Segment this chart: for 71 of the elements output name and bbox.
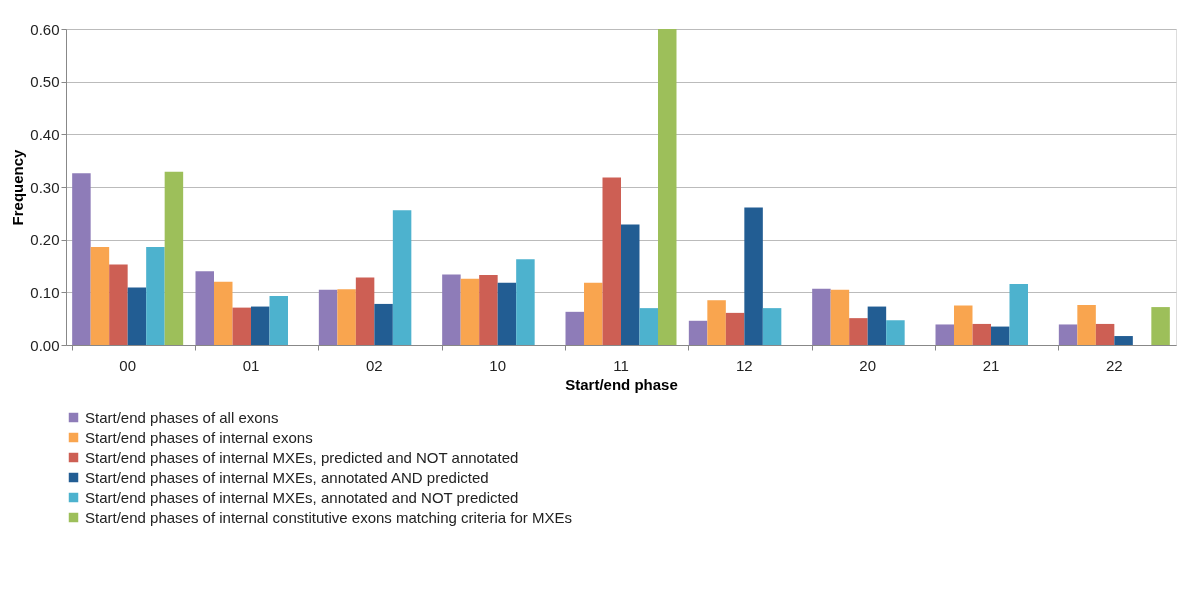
bar — [164, 171, 184, 345]
bar — [812, 288, 831, 345]
bar — [762, 308, 782, 345]
x-tick-label: 10 — [489, 356, 507, 374]
x-tick-label: 11 — [613, 356, 629, 374]
x-axis-title: Start/end phase — [565, 375, 678, 393]
bar — [991, 326, 1010, 345]
y-tick-label: 0.20 — [30, 231, 60, 249]
bar — [849, 318, 868, 345]
y-tick-label: 0.40 — [30, 125, 60, 143]
y-tick-label: 0.10 — [30, 283, 60, 301]
x-tick-label: 12 — [735, 356, 753, 374]
x-tick-label: 21 — [982, 356, 1000, 374]
x-tick-label: 20 — [859, 356, 877, 374]
bar — [232, 307, 251, 345]
y-tick-label: 0.30 — [30, 178, 60, 196]
bar — [318, 289, 338, 345]
x-tick-label: 02 — [365, 356, 383, 374]
bar — [688, 320, 708, 345]
bar — [954, 305, 973, 345]
bar — [602, 177, 621, 345]
bar — [725, 312, 745, 345]
legend-label: Start/end phases of internal MXEs, annotated AND predicted — [85, 468, 489, 486]
bar — [707, 300, 726, 345]
bar — [867, 306, 887, 345]
legend-label: Start/end phases of internal MXEs, predicted and NOT annotated — [85, 448, 519, 466]
bar — [621, 224, 640, 345]
bar — [1009, 283, 1028, 345]
bar — [830, 289, 850, 345]
bar — [1058, 324, 1078, 345]
bar — [886, 320, 905, 345]
bar — [1077, 304, 1096, 345]
y-axis-title: Frequency — [9, 148, 27, 226]
x-tick-label: 22 — [1105, 356, 1123, 374]
bar — [374, 303, 393, 345]
bar — [72, 173, 91, 345]
bar — [1151, 307, 1170, 345]
bar — [460, 278, 480, 345]
x-tick-label: 00 — [119, 356, 137, 374]
bar — [1095, 323, 1115, 345]
bar — [90, 247, 110, 345]
bar — [109, 264, 128, 345]
legend-label: Start/end phases of internal MXEs, annotated and NOT predicted — [85, 488, 519, 506]
y-tick-label: 0.60 — [30, 20, 60, 38]
bar — [584, 282, 603, 345]
bar — [146, 247, 165, 345]
legend-label: Start/end phases of internal exons — [85, 428, 313, 446]
bar — [1114, 336, 1133, 345]
bar — [744, 207, 763, 345]
y-tick-label: 0.00 — [30, 336, 60, 354]
legend-label: Start/end phases of internal constitutive exons matching criteria for MXEs — [85, 508, 572, 526]
y-tick-label: 0.50 — [30, 73, 60, 91]
bar — [565, 311, 584, 345]
bar — [442, 274, 461, 345]
x-tick-label: 01 — [242, 356, 260, 374]
bar — [251, 306, 270, 345]
bar — [392, 210, 412, 345]
bar — [972, 323, 991, 345]
bar — [639, 308, 658, 345]
bar — [935, 324, 954, 345]
bar — [127, 287, 147, 345]
bar — [479, 274, 498, 345]
bar — [337, 289, 356, 345]
bar — [195, 271, 214, 345]
bar — [355, 277, 375, 345]
bar — [214, 281, 233, 345]
bar — [497, 282, 517, 345]
bar — [269, 296, 288, 345]
bar — [658, 29, 677, 345]
legend-label: Start/end phases of all exons — [85, 408, 279, 426]
bar — [516, 259, 535, 345]
